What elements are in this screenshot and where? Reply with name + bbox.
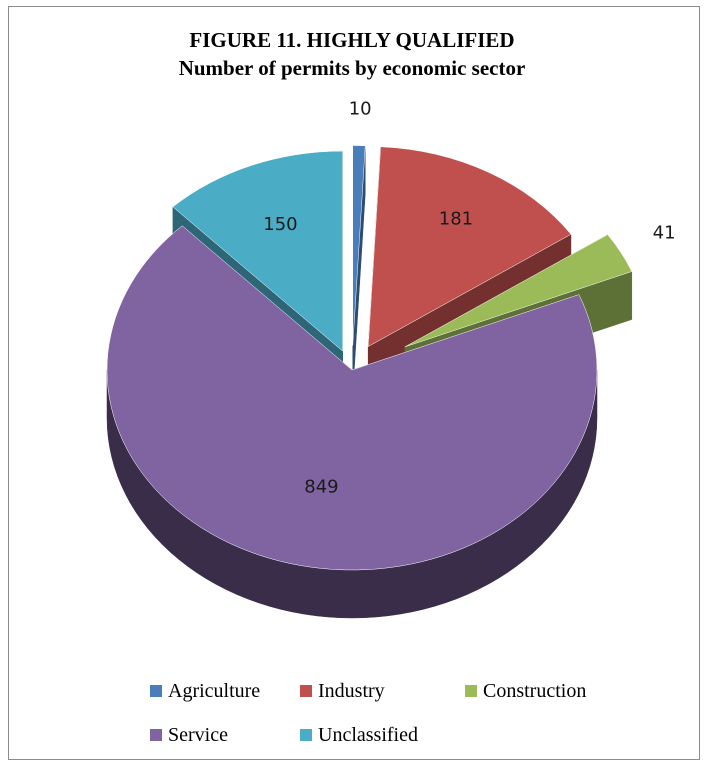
legend: Agriculture Industry Construction Servic…	[150, 676, 650, 764]
legend-swatch-service	[150, 729, 162, 741]
data-label-agriculture: 10	[349, 99, 372, 120]
legend-label-industry: Industry	[318, 679, 385, 702]
legend-swatch-unclassified	[300, 729, 312, 741]
legend-item-industry: Industry	[300, 680, 465, 703]
chart-title-block: FIGURE 11. HIGHLY QUALIFIED Number of pe…	[0, 26, 704, 82]
legend-item-unclassified: Unclassified	[300, 724, 418, 747]
slice-agriculture	[352, 145, 366, 346]
legend-item-agriculture: Agriculture	[150, 680, 300, 703]
chart-title: FIGURE 11. HIGHLY QUALIFIED	[189, 28, 515, 52]
legend-row-1: Agriculture Industry Construction	[150, 676, 650, 706]
legend-item-service: Service	[150, 724, 300, 747]
pie-tops	[106, 145, 633, 571]
chart-subtitle: Number of permits by economic sector	[178, 56, 526, 80]
slice-industry	[367, 146, 572, 347]
slice-service	[106, 225, 598, 571]
legend-swatch-construction	[465, 685, 477, 697]
legend-swatch-industry	[300, 685, 312, 697]
legend-label-construction: Construction	[483, 679, 587, 702]
legend-swatch-agriculture	[150, 685, 162, 697]
legend-row-2: Service Unclassified	[150, 720, 650, 750]
legend-label-service: Service	[168, 723, 228, 746]
data-label-unclassified: 150	[263, 214, 297, 235]
data-label-industry: 181	[439, 208, 473, 229]
data-label-service: 849	[304, 476, 338, 497]
data-label-construction: 41	[653, 223, 676, 244]
slice-unclassified	[172, 150, 343, 352]
legend-label-unclassified: Unclassified	[318, 723, 418, 746]
legend-label-agriculture: Agriculture	[168, 679, 261, 702]
pie-labels: 10 181 41 849 150	[263, 99, 675, 498]
legend-item-construction: Construction	[465, 680, 586, 703]
slice-construction	[404, 234, 633, 348]
